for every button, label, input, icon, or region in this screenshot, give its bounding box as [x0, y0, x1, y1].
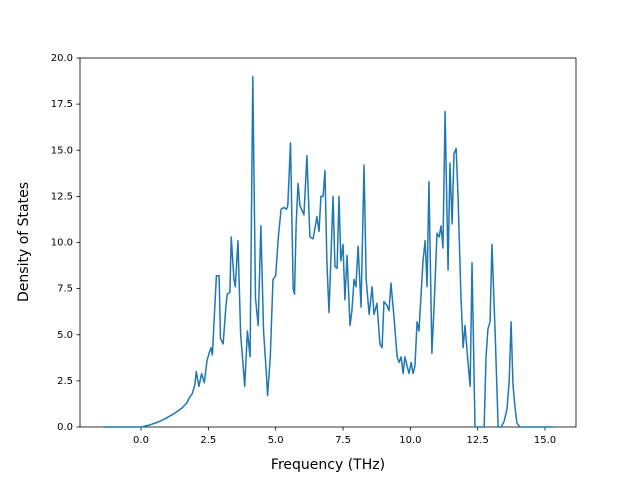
- plot-frame: [79, 57, 577, 428]
- x-tick-label: 2.5: [200, 435, 216, 446]
- y-tick-label: 2.5: [57, 376, 73, 387]
- y-tick-label: 7.5: [57, 284, 73, 295]
- y-tick-label: 12.5: [51, 191, 73, 202]
- x-tick-label: 10.0: [399, 435, 421, 446]
- x-axis-label: Frequency (THz): [271, 457, 385, 473]
- x-tick-label: 7.5: [335, 435, 351, 446]
- y-tick-label: 17.5: [51, 99, 73, 110]
- y-axis-label: Density of States: [16, 182, 32, 302]
- x-tick-label: 5.0: [268, 435, 284, 446]
- data-line: [103, 75, 554, 428]
- y-tick-label: 20.0: [51, 53, 73, 64]
- x-tick-label: 0.0: [133, 435, 149, 446]
- x-tick-label: 12.5: [467, 435, 489, 446]
- y-tick-label: 15.0: [51, 145, 73, 156]
- y-tick-label: 0.0: [57, 422, 73, 433]
- y-tick-label: 10.0: [51, 238, 73, 249]
- y-tick-label: 5.0: [57, 330, 73, 341]
- x-tick-label: 15.0: [534, 435, 556, 446]
